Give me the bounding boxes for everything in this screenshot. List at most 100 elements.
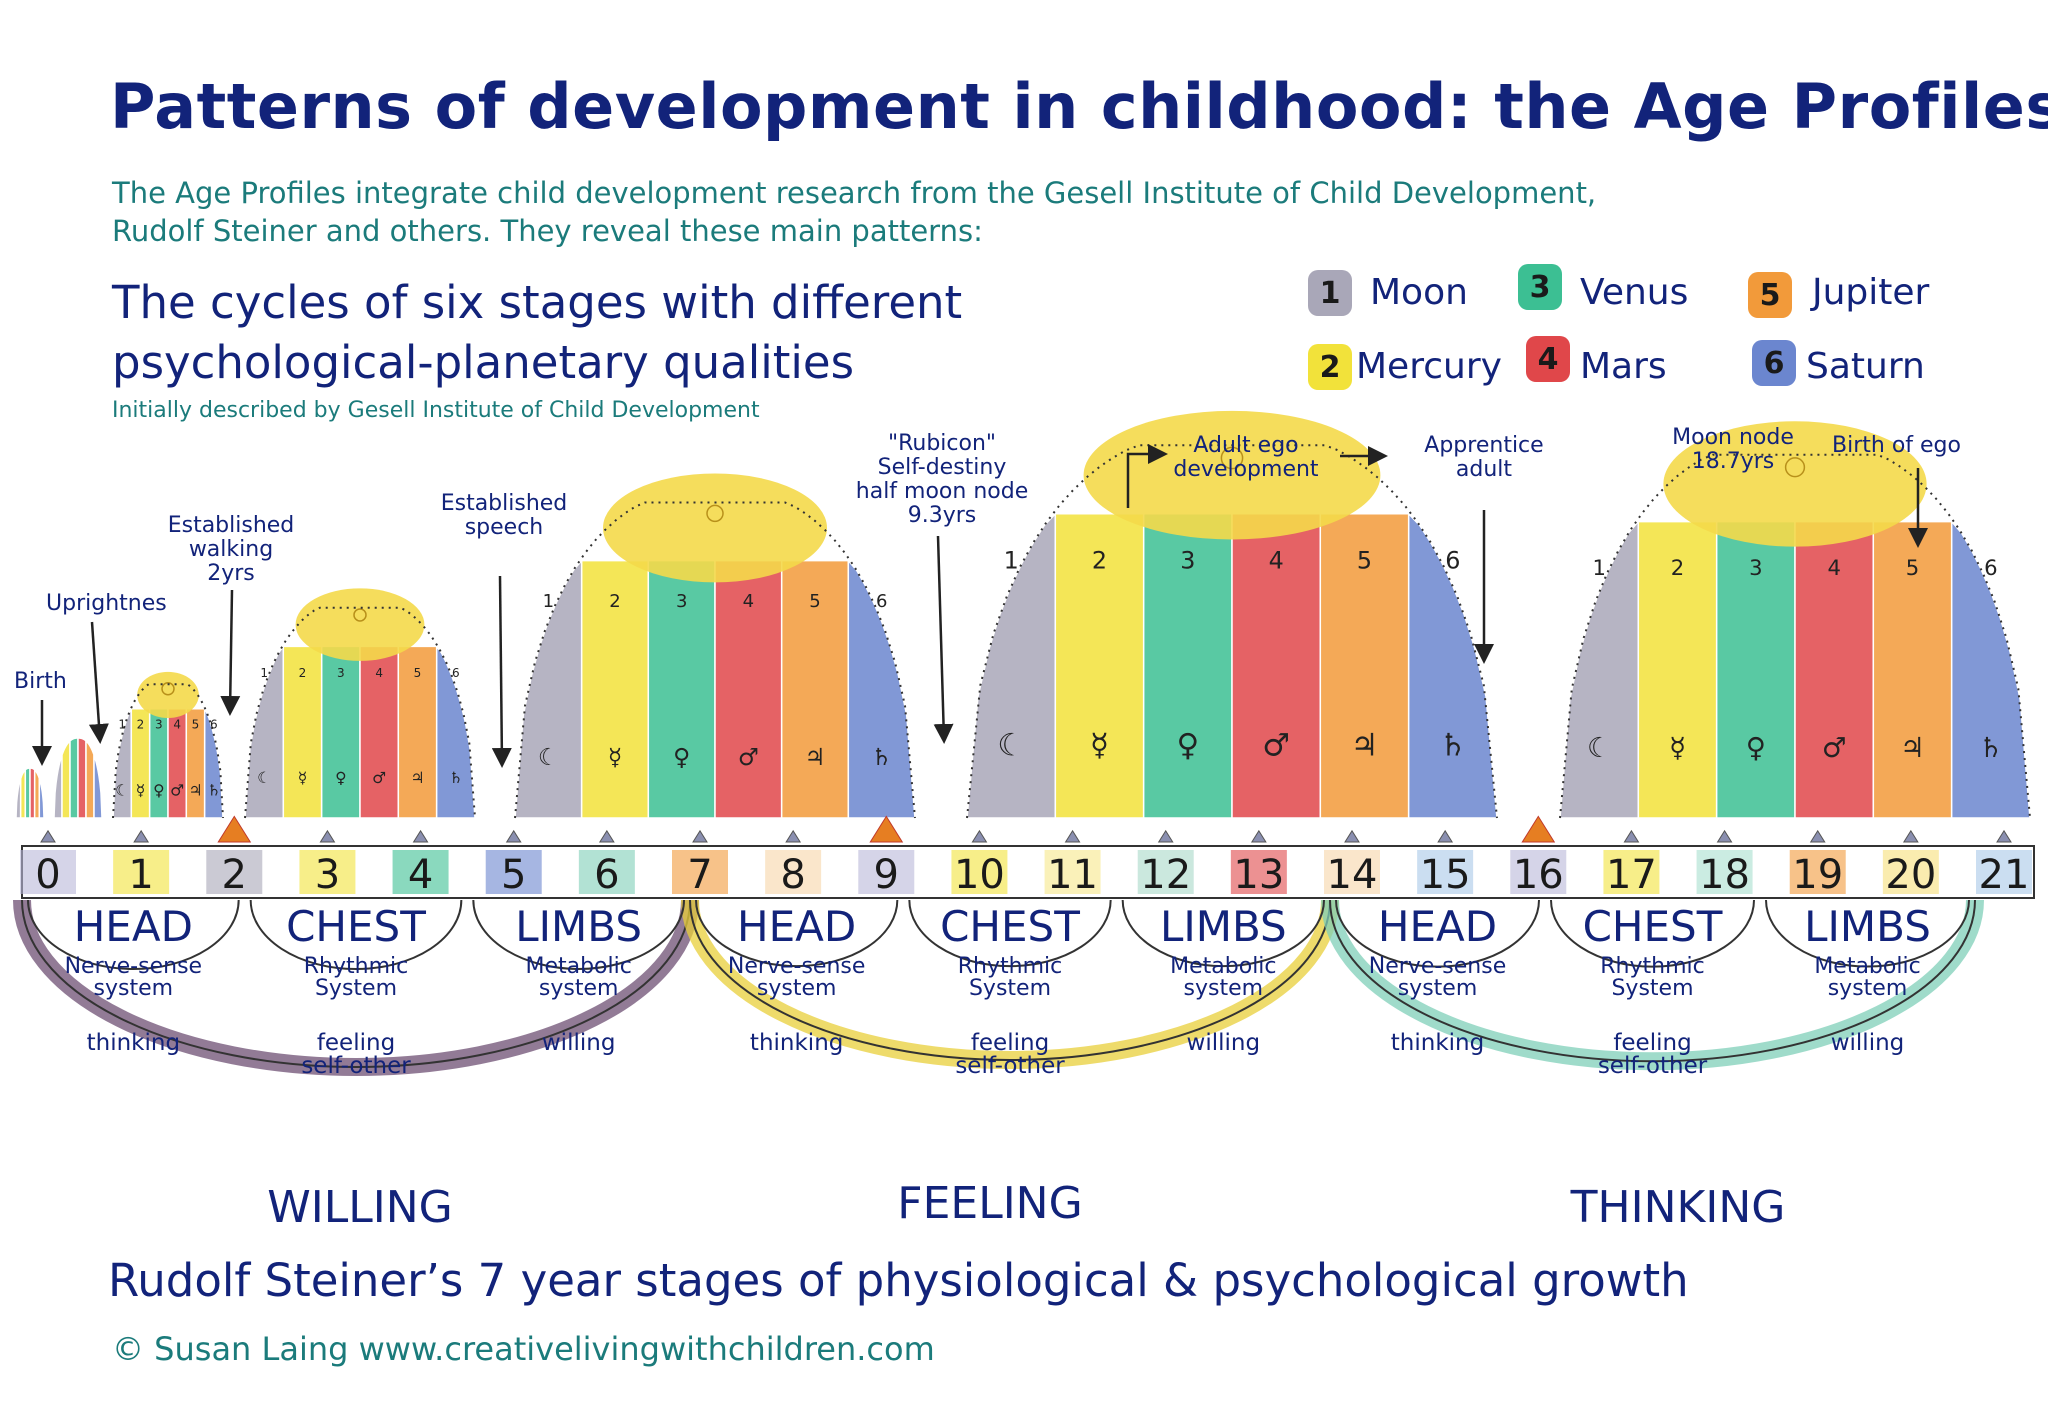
- age-marker: [1344, 829, 1360, 843]
- planet-glyph: ♀: [153, 782, 164, 800]
- band-quality-line: self-other: [1597, 1053, 1708, 1079]
- dome-stripe: [847, 558, 916, 819]
- stripe-number: 5: [414, 666, 422, 680]
- planet-glyph: ♀: [335, 769, 346, 787]
- stripe-number: 6: [210, 717, 218, 731]
- stage-arc: [1335, 899, 1540, 968]
- sun-icon: [353, 608, 367, 622]
- sun-icon: [1784, 457, 1806, 478]
- legend-badge-venus: 3: [1518, 264, 1562, 310]
- band-label: CHEST: [286, 902, 426, 951]
- seven-year-arc-outline: [689, 899, 1331, 1061]
- dome-sun-cap: [1083, 410, 1381, 540]
- apprentice-line-2: adult: [1455, 457, 1513, 482]
- feeling-label: FEELING: [897, 1178, 1083, 1229]
- planet-glyph: ♃: [411, 769, 425, 787]
- age-cell: [485, 850, 542, 894]
- stage-arc: [1765, 899, 1970, 968]
- band-sub-line: Nerve-sense: [1368, 954, 1507, 979]
- annotation-adult-ego: Adult ego development: [1166, 434, 1326, 482]
- speech-line-2: speech: [464, 515, 544, 540]
- age-cell: [951, 850, 1008, 894]
- dome-stripe: [93, 754, 103, 819]
- planet-glyph: ♄: [207, 782, 221, 800]
- stripe-number: 3: [1180, 546, 1195, 574]
- planet-glyph: ♂: [372, 769, 386, 787]
- speech-arrow: [491, 575, 512, 768]
- age-label: 15: [1420, 852, 1471, 898]
- age-label: 6: [594, 852, 619, 898]
- legend-badge-jupiter: 5: [1748, 272, 1792, 318]
- age-label: 5: [501, 852, 526, 898]
- adult-ego-arrow-up: [1126, 444, 1168, 508]
- band-quality-line: willing: [1186, 1030, 1261, 1056]
- stripe-number: 1: [543, 591, 554, 612]
- dome-outline: [112, 683, 224, 819]
- planet-glyph: ♂: [1822, 732, 1847, 764]
- annotation-birth-of-ego: Birth of ego: [1832, 433, 1961, 458]
- stripe-number: 1: [1004, 546, 1019, 574]
- stage-arc: [1550, 899, 1755, 968]
- moon-node-line-1: Moon node: [1672, 425, 1794, 450]
- age-label: 7: [687, 852, 712, 898]
- age-marker: [319, 829, 336, 843]
- dome-layer: 1 ☾ 2 ☿ 3 ♀ 4 ♂ 5 ♃ 6 ♄ 1 ☾ 2 ☿ 3 ♀ 4 ♂ 5 ♃ 6 ♄ 1 ☾ 2 ☿ 3 ♀ 4 ♂ 5 ♃ 6 ♄ 1 ☾ 2 ☿…: [15, 410, 2031, 819]
- age-marker: [869, 815, 904, 843]
- band-sub-line: Rhythmic: [303, 954, 409, 979]
- stripe-number: 4: [375, 666, 383, 680]
- band-quality-line: feeling: [970, 1030, 1050, 1056]
- band-sub-line: Rhythmic: [1600, 954, 1705, 979]
- planet-glyph: ☿: [298, 769, 308, 787]
- dome-stripe: [77, 737, 87, 819]
- age-label: 0: [35, 852, 60, 898]
- band-sub-line: system: [1397, 976, 1478, 1001]
- dome: [15, 767, 45, 819]
- planet-glyph: ♄: [1979, 732, 2004, 764]
- age-marker: [1996, 829, 2012, 843]
- planet-glyph: ♂: [170, 782, 184, 800]
- dome-stripe: [38, 778, 45, 819]
- planet-glyph: ☾: [538, 743, 559, 771]
- seven-year-arc-outline: [21, 899, 691, 1068]
- age-marker: [505, 829, 522, 843]
- age-label: 20: [1885, 852, 1936, 898]
- walking-line-2: walking: [188, 537, 274, 562]
- age-cell: [578, 850, 635, 894]
- stage-arc: [27, 899, 240, 970]
- age-cell: [1976, 850, 2032, 894]
- band-sub-line: Nerve-sense: [64, 954, 203, 979]
- stage-arc: [908, 899, 1112, 968]
- age-cell: [1789, 850, 1846, 894]
- age-marker: [133, 829, 150, 843]
- stripe-number: 4: [1827, 555, 1840, 580]
- dome: 1 ☾ 2 ☿ 3 ♀ 4 ♂ 5 ♃ 6 ♄: [244, 588, 476, 819]
- dome-stripe: [61, 739, 71, 819]
- age-marker: [1157, 829, 1174, 843]
- age-marker: [1064, 829, 1081, 843]
- cycles-heading-line-2: psychological-planetary qualities: [112, 336, 855, 389]
- dome: 1 ☾ 2 ☿ 3 ♀ 4 ♂ 5 ♃ 6 ♄: [112, 671, 224, 819]
- band-sub-line: Metabolic: [1814, 954, 1921, 979]
- legend-badge-mercury: 2: [1308, 344, 1352, 390]
- planet-glyph: ☾: [115, 782, 129, 800]
- planet-glyph: ☿: [608, 743, 622, 771]
- sun-icon: [1220, 446, 1244, 470]
- band-quality-line: self-other: [301, 1053, 411, 1079]
- willing-label: WILLING: [267, 1182, 453, 1233]
- page-title: Patterns of development in childhood: th…: [110, 70, 2048, 143]
- age-cell: [20, 850, 76, 894]
- planet-glyph: ☾: [257, 769, 271, 787]
- planet-glyph: ♃: [805, 743, 826, 771]
- age-cell: [299, 850, 356, 894]
- age-cell: [765, 850, 822, 894]
- stripe-number: 5: [809, 591, 820, 612]
- stripe-number: 3: [676, 591, 687, 612]
- stripe-number: 1: [1592, 555, 1605, 580]
- age-label: 18: [1699, 852, 1750, 898]
- band-sub-line: system: [1827, 976, 1908, 1001]
- age-label: 12: [1140, 852, 1191, 898]
- band-label: LIMBS: [1159, 902, 1287, 951]
- steiner-caption: Rudolf Steiner’s 7 year stages of physio…: [108, 1254, 1689, 1307]
- age-cell: [206, 850, 263, 894]
- age-label: 8: [780, 852, 805, 898]
